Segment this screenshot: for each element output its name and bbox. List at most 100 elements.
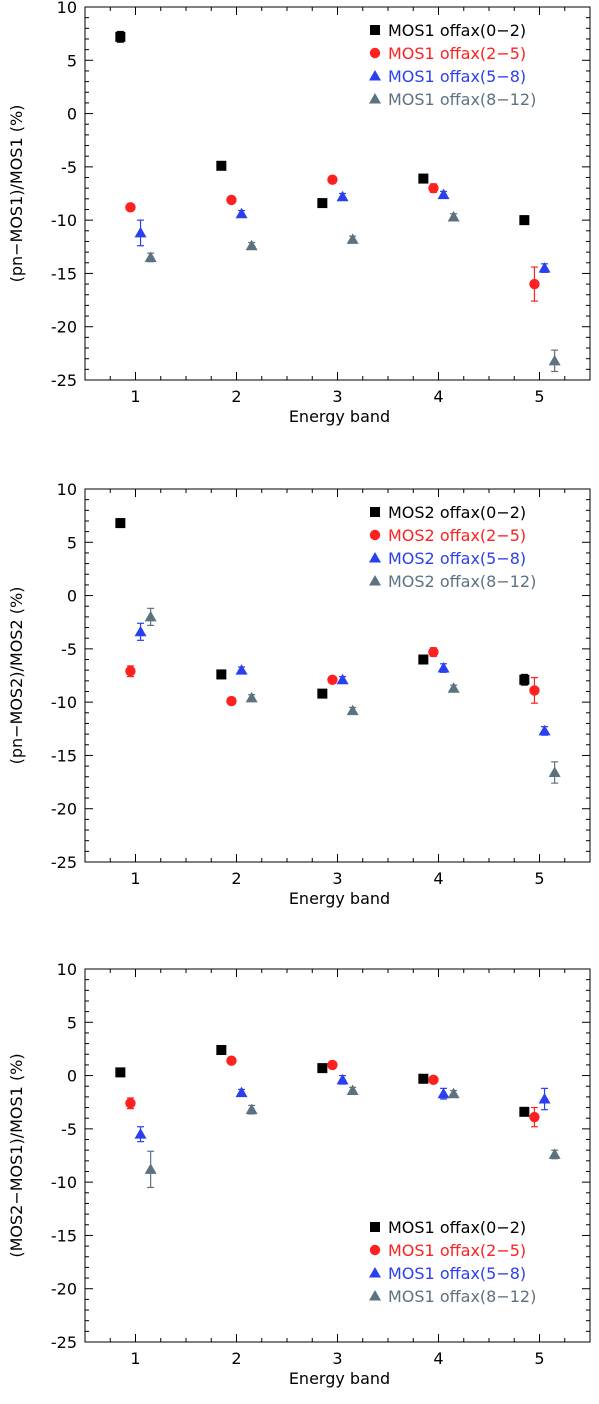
legend-entry: MOS1 offax(2−5)	[388, 1241, 526, 1260]
legend-entry: MOS2 offax(2−5)	[388, 526, 526, 545]
data-point-square	[115, 518, 126, 529]
y-tick-label: 0	[67, 1067, 77, 1086]
chart-panel-3: 10 5 0 -5 -10 -15 -20 -25 1 2 3 4 5 Energy band (MOS2−…	[7, 960, 591, 1388]
legend-marker	[369, 47, 381, 59]
data-point-square	[519, 674, 530, 685]
data-point-circle	[125, 1098, 136, 1109]
data-point-circle	[529, 278, 540, 290]
legend-entry: MOS1 offax(5−8)	[388, 67, 526, 86]
x-tick-label: 1	[130, 869, 140, 888]
y-tick-label: -5	[61, 640, 77, 659]
data-point-triangle	[437, 188, 450, 200]
x-axis-label: Energy band	[289, 889, 390, 908]
legend-marker	[369, 1244, 381, 1256]
chart-panel-1: 10 5 0 -5 -10 -15 -20 -25 1 2 3 4 5 Energy band (pn−MO…	[7, 0, 591, 426]
y-tick-label: -25	[51, 853, 77, 872]
data-point-square	[317, 198, 328, 209]
data-point-triangle	[538, 724, 551, 736]
chart-panel-2: 10 5 0 -5 -10 -15 -20 -25 1 2 3 4 5 Energy band (pn−MO…	[7, 480, 591, 908]
data-point-triangle	[245, 239, 258, 251]
data-point-triangle	[144, 251, 157, 262]
legend-marker	[369, 1290, 381, 1301]
y-tick-label: -15	[51, 264, 77, 283]
x-axis-label: Energy band	[289, 1369, 390, 1388]
data-point-triangle	[134, 1128, 147, 1139]
x-tick-label: 5	[534, 869, 544, 888]
y-tick-label: -20	[51, 318, 77, 337]
y-tick-label: 0	[67, 105, 77, 124]
x-tick-label: 1	[130, 387, 140, 406]
legend-entry: MOS1 offax(0−2)	[388, 1218, 526, 1237]
data-point-circle	[125, 666, 136, 677]
x-tick-label: 5	[534, 1349, 544, 1368]
data-point-triangle	[447, 682, 460, 693]
data-point-square	[115, 31, 126, 42]
legend-entry: MOS1 offax(8−12)	[388, 90, 536, 109]
data-point-circle	[428, 646, 439, 658]
data-point-square	[317, 688, 328, 699]
y-tick-label: 5	[67, 1013, 77, 1032]
data-point-triangle	[548, 766, 561, 777]
data-point-circle	[428, 182, 439, 194]
data-point-triangle	[134, 226, 147, 238]
data-point-square	[418, 654, 429, 665]
x-tick-label: 4	[433, 387, 443, 406]
y-tick-label: 10	[57, 0, 77, 17]
x-tick-label: 1	[130, 1349, 140, 1368]
data-point-triangle	[336, 190, 349, 202]
data-point-square	[115, 1067, 126, 1078]
y-tick-label: -20	[51, 800, 77, 819]
x-tick-label: 3	[332, 387, 342, 406]
y-tick-label: -15	[51, 1226, 77, 1245]
data-point-circle	[125, 202, 136, 213]
legend-marker	[370, 507, 380, 517]
data-point-triangle	[245, 1103, 258, 1115]
legend-marker	[369, 552, 381, 563]
x-tick-label: 2	[231, 869, 241, 888]
data-point-square	[519, 1106, 530, 1117]
data-point-triangle	[346, 233, 359, 244]
data-point-circle	[529, 685, 540, 696]
data-point-triangle	[447, 210, 460, 222]
x-tick-label: 3	[332, 1349, 342, 1368]
x-tick-label: 2	[231, 387, 241, 406]
data-point-square	[418, 173, 429, 184]
data-point-triangle	[134, 625, 147, 637]
y-axis-label: (pn−MOS1)/MOS1 (%)	[7, 105, 26, 283]
data-point-triangle	[346, 704, 359, 716]
legend-entry: MOS2 offax(0−2)	[388, 503, 526, 522]
legend-marker	[369, 70, 381, 81]
y-tick-label: -10	[51, 211, 77, 230]
y-axis-label: (MOS2−MOS1)/MOS1 (%)	[7, 1053, 26, 1257]
data-point-square	[317, 1063, 328, 1074]
data-point-triangle	[437, 662, 450, 673]
data-point-triangle	[336, 673, 349, 685]
data-point-triangle	[245, 691, 258, 703]
legend-marker	[369, 529, 381, 541]
data-point-triangle	[538, 1093, 551, 1104]
legend-entry: MOS1 offax(5−8)	[388, 1264, 526, 1283]
data-point-triangle	[346, 1084, 359, 1095]
y-tick-label: -25	[51, 1333, 77, 1352]
y-tick-label: -5	[61, 1120, 77, 1139]
x-tick-label: 5	[534, 387, 544, 406]
data-point-triangle	[548, 1148, 561, 1159]
data-point-triangle	[235, 1086, 248, 1098]
data-point-triangle	[437, 1087, 450, 1099]
data-point-circle	[327, 174, 338, 185]
data-point-circle	[226, 1055, 237, 1066]
legend-entry: MOS2 offax(5−8)	[388, 549, 526, 568]
data-point-triangle	[548, 354, 561, 366]
data-point-triangle	[144, 1163, 157, 1174]
y-tick-label: -10	[51, 1173, 77, 1192]
data-point-triangle	[336, 1073, 349, 1085]
data-point-circle	[529, 1111, 540, 1123]
y-tick-label: 10	[57, 480, 77, 499]
y-tick-label: 0	[67, 587, 77, 606]
data-point-square	[216, 669, 227, 680]
data-point-circle	[428, 1074, 439, 1086]
data-point-circle	[226, 194, 237, 206]
legend-entry: MOS1 offax(0−2)	[388, 21, 526, 40]
legend-entry: MOS1 offax(2−5)	[388, 44, 526, 63]
x-tick-label: 4	[433, 869, 443, 888]
